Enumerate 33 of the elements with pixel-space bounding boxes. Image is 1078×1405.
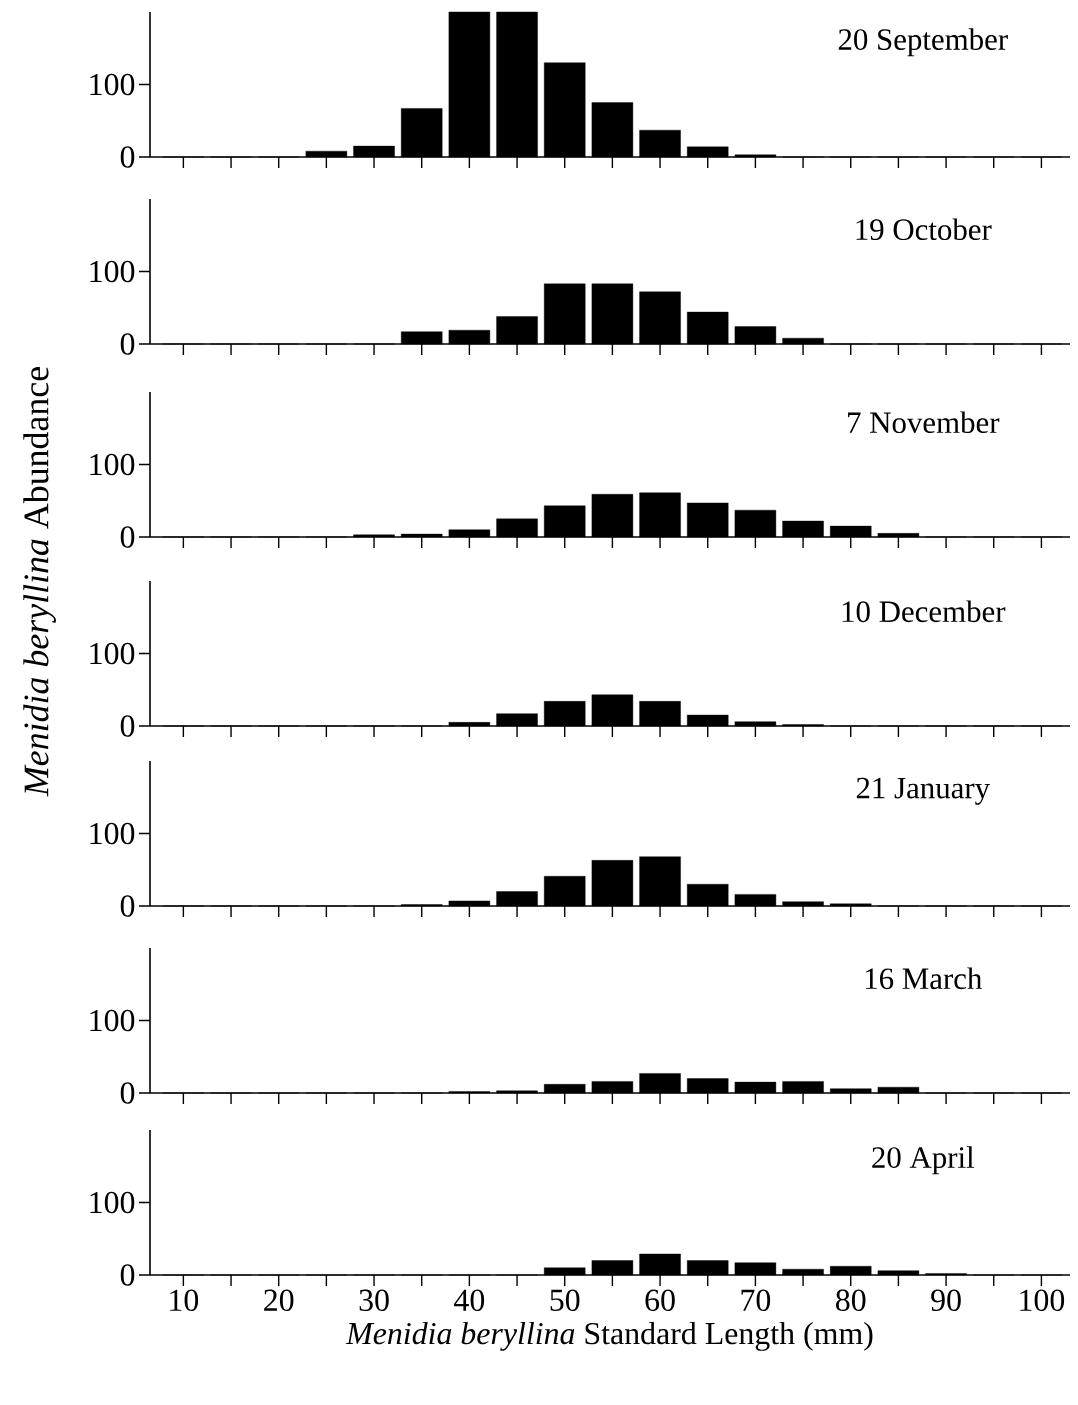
x-tick-label: 50 <box>550 1289 580 1312</box>
y-tick-label: 100 <box>90 73 135 96</box>
y-tick-label: 100 <box>90 642 135 665</box>
x-tick-label: 20 <box>264 1289 294 1312</box>
x-tick-label: 70 <box>741 1289 771 1312</box>
chart-title: 20 September <box>838 28 1008 57</box>
y-tick-label: 0 <box>120 1082 135 1104</box>
y-tick-label: 0 <box>120 526 135 548</box>
y-axis-title: Menidia beryllina Abundance <box>23 367 56 797</box>
x-tick-label: 100 <box>1020 1289 1065 1312</box>
chart-title: 20 April <box>872 1146 975 1175</box>
chart-title: 16 March <box>865 967 982 990</box>
y-tick-label: 100 <box>90 260 135 283</box>
y-tick-label: 100 <box>90 1191 135 1214</box>
y-tick-label: 0 <box>120 715 135 737</box>
x-tick-label: 90 <box>931 1289 961 1312</box>
x-tick-label: 80 <box>836 1289 866 1312</box>
chart-title: 21 January <box>856 777 990 805</box>
x-tick-label: 10 <box>170 1289 199 1312</box>
y-tick-label: 0 <box>120 146 135 168</box>
chart-title: 7 November <box>848 411 1000 434</box>
y-tick-label: 0 <box>120 333 135 355</box>
y-tick-label: 0 <box>120 1264 135 1286</box>
x-tick-label: 30 <box>359 1289 389 1312</box>
y-tick-label: 0 <box>120 895 135 917</box>
chart-title: 19 October <box>856 218 992 241</box>
x-tick-label: 60 <box>645 1289 675 1312</box>
x-axis-title: Menidia beryllina Standard Length (mm) <box>345 1321 873 1351</box>
y-tick-label: 100 <box>90 1009 135 1032</box>
x-tick-label: 40 <box>454 1289 485 1312</box>
y-tick-label: 100 <box>90 822 135 845</box>
y-tick-label: 100 <box>90 453 135 476</box>
chart-title: 10 December <box>842 600 1006 623</box>
